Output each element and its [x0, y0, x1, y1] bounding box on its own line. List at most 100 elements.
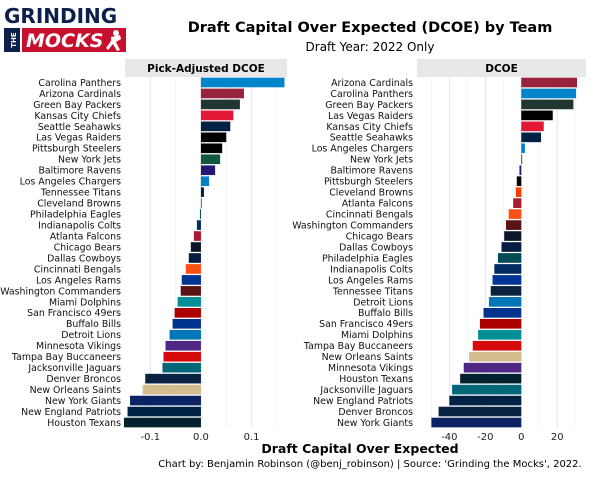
dcoe-tick-label: 0: [518, 432, 524, 443]
dcoe-bar: [508, 209, 522, 219]
pick-adjusted-category-label: Cincinnati Bengals: [34, 264, 121, 275]
dcoe-bar: [501, 242, 522, 252]
pick-adjusted-category-label: Arizona Cardinals: [39, 89, 121, 100]
chart-caption: Chart by: Benjamin Robinson (@benj_robin…: [158, 459, 582, 470]
pick-adjusted-bar: [200, 154, 221, 165]
pick-adjusted-category-label: Indianapolis Colts: [38, 220, 121, 231]
dcoe-category-label: Pittsburgh Steelers: [324, 177, 413, 188]
pick-adjusted-category-label: Tampa Bay Buccaneers: [11, 352, 121, 363]
pick-adjusted-category-label: Chicago Bears: [54, 242, 121, 253]
pick-adjusted-category-label: Kansas City Chiefs: [34, 111, 121, 122]
pick-adjusted-category-label: San Francisco 49ers: [27, 308, 121, 319]
pick-adjusted-bar: [200, 88, 244, 99]
logo-the-box: [4, 28, 20, 52]
dcoe-bar: [469, 351, 522, 362]
dcoe-bar: [521, 143, 525, 154]
chart-title: Draft Capital Over Expected (DCOE) by Te…: [187, 20, 553, 36]
dcoe-category-label: Baltimore Ravens: [330, 166, 413, 177]
dcoe-bar: [521, 88, 577, 99]
pick-adjusted-bar: [130, 395, 201, 406]
pick-adjusted-category-label: Detroit Lions: [61, 330, 121, 341]
pick-adjusted-category-label: Carolina Panthers: [38, 78, 121, 89]
dcoe-bar: [494, 264, 522, 274]
dcoe-category-label: Atlanta Falcons: [342, 199, 413, 210]
pick-adjusted-bar: [200, 176, 210, 187]
dcoe-bar: [449, 395, 522, 406]
dcoe-category-label: San Francisco 49ers: [319, 319, 413, 330]
dcoe-bar: [472, 340, 522, 351]
dcoe-bar: [521, 132, 542, 143]
pick-adjusted-category-label: Los Angeles Rams: [36, 275, 121, 286]
dcoe-bar: [516, 176, 522, 187]
dcoe-category-label: Jacksonville Jaguars: [319, 385, 413, 396]
pick-adjusted-category-label: Las Vegas Raiders: [36, 133, 121, 144]
dcoe-category-label: Miami Dolphins: [341, 330, 413, 341]
dcoe-category-label: Cleveland Browns: [329, 188, 413, 199]
dcoe-bar: [463, 362, 522, 373]
pick-adjusted-category-label: New York Giants: [45, 396, 121, 407]
pick-adjusted-bar: [200, 198, 202, 208]
pick-adjusted-category-label: New York Jets: [58, 155, 121, 166]
pick-adjusted-category-label: Washington Commanders: [0, 286, 121, 297]
dcoe-bar: [478, 329, 522, 340]
pick-adjusted-tick-label: 0.0: [193, 432, 209, 443]
pick-adjusted-bar: [200, 143, 223, 154]
dcoe-bar: [490, 286, 522, 296]
pick-adjusted-category-label: Miami Dolphins: [49, 297, 121, 308]
pick-adjusted-bar: [200, 132, 227, 143]
dcoe-bar: [521, 121, 544, 132]
pick-adjusted-bar: [200, 121, 231, 132]
dcoe-category-label: Tampa Bay Buccaneers: [303, 341, 413, 352]
pick-adjusted-bar: [200, 77, 285, 88]
dcoe-bar: [483, 308, 522, 318]
pick-adjusted-category-label: Buffalo Bills: [66, 319, 121, 330]
dcoe-panel-strip: [417, 59, 586, 77]
pick-adjusted-bar: [200, 165, 216, 176]
dcoe-category-label: Houston Texans: [339, 374, 413, 385]
pick-adjusted-panel-strip: [125, 59, 287, 77]
dcoe-category-label: Dallas Cowboys: [339, 242, 413, 253]
pick-adjusted-category-label: Los Angeles Chargers: [20, 177, 121, 188]
dcoe-category-label: Indianapolis Colts: [330, 264, 413, 275]
grinding-the-mocks-logo: GRINDING THE MOCKS: [4, 4, 126, 52]
chart-subtitle: Draft Year: 2022 Only: [305, 40, 435, 54]
dcoe-category-label: Los Angeles Rams: [328, 275, 413, 286]
pick-adjusted-bar: [181, 275, 201, 285]
pick-adjusted-bar: [165, 340, 201, 351]
pick-adjusted-category-label: New England Patriots: [21, 407, 121, 418]
pick-adjusted-bar: [123, 417, 201, 428]
pick-adjusted-bar: [200, 187, 204, 197]
dcoe-category-label: New Orleans Saints: [322, 352, 414, 363]
logo-top-text: GRINDING: [4, 4, 117, 28]
pick-adjusted-bar: [199, 209, 201, 219]
dcoe-category-label: Buffalo Bills: [358, 308, 413, 319]
dcoe-category-label: Los Angeles Chargers: [312, 144, 413, 155]
dcoe-category-label: Carolina Panthers: [330, 89, 413, 100]
pick-adjusted-category-label: Tennessee Titans: [40, 188, 121, 199]
dcoe-category-label: New York Giants: [337, 418, 413, 429]
pick-adjusted-category-label: Philadelphia Eagles: [30, 210, 121, 221]
dcoe-bar: [504, 231, 522, 241]
dcoe-category-label: Las Vegas Raiders: [328, 111, 413, 122]
dcoe-bar: [515, 187, 522, 197]
pick-adjusted-bar: [172, 318, 201, 329]
pick-adjusted-bar: [127, 406, 201, 417]
pick-adjusted-category-label: Houston Texans: [47, 418, 121, 429]
pick-adjusted-bar: [180, 286, 201, 296]
pick-adjusted-category-label: New Orleans Saints: [30, 385, 122, 396]
pick-adjusted-bar: [185, 264, 201, 274]
dcoe-bar: [431, 417, 522, 428]
logo-bottom-text: MOCKS: [26, 30, 103, 52]
dcoe-category-label: New York Jets: [350, 155, 413, 166]
dcoe-tick-label: -40: [441, 432, 457, 443]
dcoe-category-label: Minnesota Vikings: [328, 363, 413, 374]
dcoe-tick-label: -20: [477, 432, 493, 443]
dcoe-bar: [460, 373, 522, 384]
dcoe-category-label: Detroit Lions: [353, 297, 413, 308]
dcoe-tick-label: 20: [551, 432, 564, 443]
dcoe-bar: [519, 165, 522, 176]
pick-adjusted-category-label: Seattle Seahawks: [38, 122, 121, 133]
dcoe-bar: [438, 406, 522, 417]
dcoe-category-label: Kansas City Chiefs: [326, 122, 413, 133]
dcoe-category-label: Denver Broncos: [338, 407, 413, 418]
